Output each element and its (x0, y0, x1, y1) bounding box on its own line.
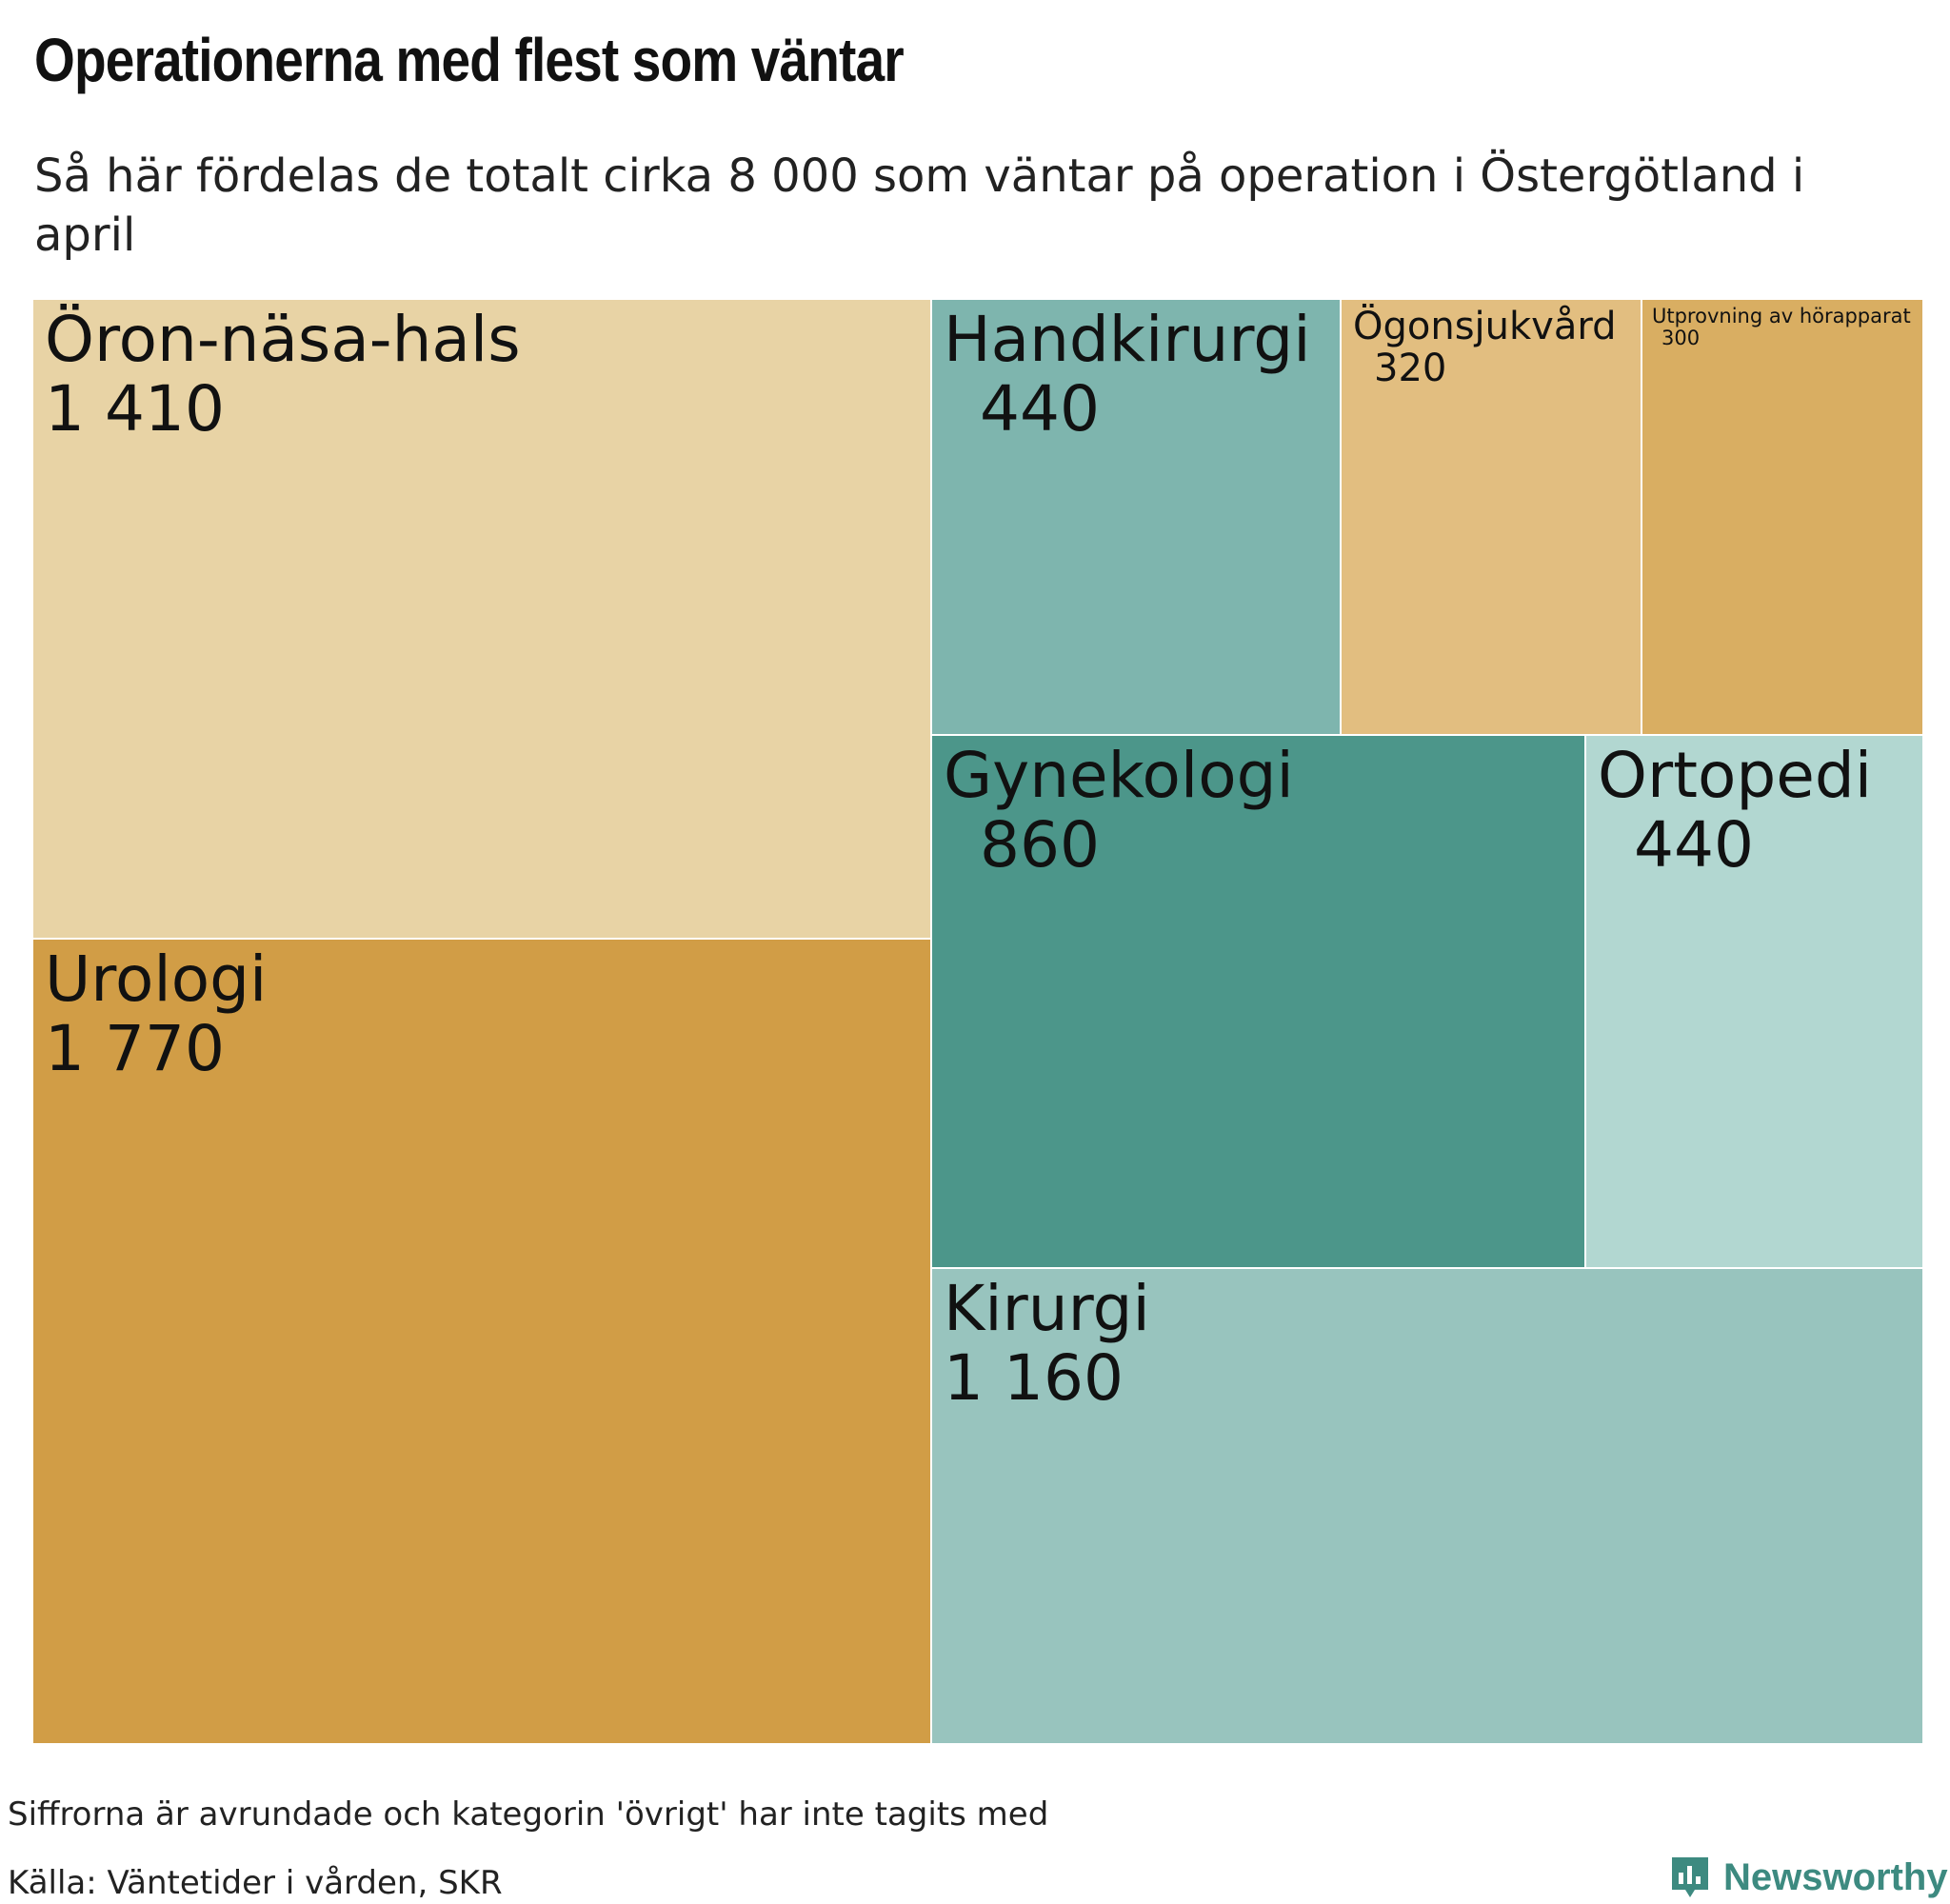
treemap-tile-utprovning-av-horapparat[interactable]: Utprovning av hörapparat 300 (1642, 299, 1923, 735)
tile-value: 320 (1374, 347, 1447, 390)
tile-label: Ögonsjukvård (1353, 305, 1617, 348)
tile-value: 1 160 (944, 1340, 1124, 1415)
tile-label: Urologi (45, 942, 268, 1016)
newsworthy-logo-icon (1672, 1857, 1708, 1897)
footnote: Siffrorna är avrundade och kategorin 'öv… (8, 1795, 1049, 1834)
treemap: Urologi 1 770 Öron-näsa-hals 1 410 Kirurgi 1 … (32, 299, 1923, 1744)
treemap-tile-gynekologi[interactable]: Gynekologi 860 (931, 735, 1585, 1268)
tile-label: Utprovning av hörapparat (1652, 305, 1911, 327)
tile-label: Gynekologi (944, 739, 1294, 812)
chart-subtitle: Så här fördelas de totalt cirka 8 000 so… (34, 149, 1805, 262)
tile-value: 440 (1634, 807, 1754, 882)
tile-label: Öron-näsa-hals (45, 303, 521, 376)
brand-name: Newsworthy (1723, 1855, 1948, 1898)
treemap-tile-kirurgi[interactable]: Kirurgi 1 160 (931, 1268, 1923, 1744)
treemap-tile-urologi[interactable]: Urologi 1 770 (32, 939, 931, 1744)
tile-value: 1 410 (45, 371, 225, 446)
tile-value: 300 (1661, 327, 1701, 350)
chart-title: Operationerna med flest som väntar (34, 26, 905, 94)
treemap-tile-ortopedi[interactable]: Ortopedi 440 (1585, 735, 1923, 1268)
tile-label: Kirurgi (944, 1272, 1150, 1345)
tile-value: 1 770 (45, 1011, 225, 1085)
source-note: Källa: Väntetider i vården, SKR (8, 1864, 503, 1902)
treemap-tile-handkirurgi[interactable]: Handkirurgi 440 (931, 299, 1341, 735)
tile-value: 860 (980, 807, 1100, 882)
treemap-tile-oron-nasa-hals[interactable]: Öron-näsa-hals 1 410 (32, 299, 931, 939)
tile-value: 440 (980, 371, 1100, 446)
treemap-tile-ogonsjukvard[interactable]: Ögonsjukvård 320 (1341, 299, 1642, 735)
tile-label: Ortopedi (1598, 739, 1873, 812)
tile-label: Handkirurgi (944, 303, 1311, 376)
brand-logo[interactable]: Newsworthy (1668, 1854, 1948, 1901)
